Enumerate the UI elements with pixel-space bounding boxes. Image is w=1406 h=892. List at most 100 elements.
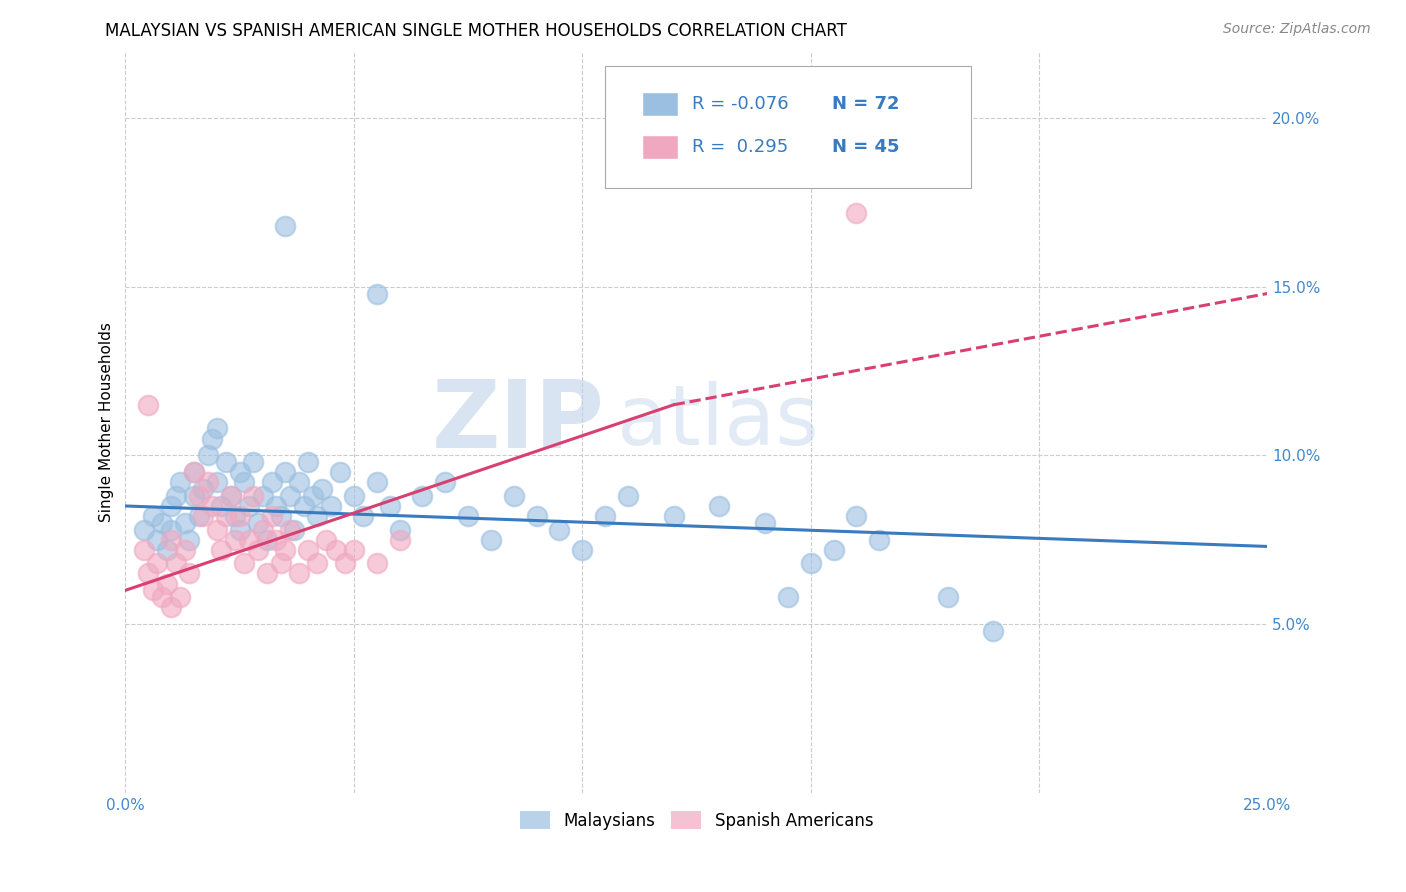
Point [288,475,311,490]
Point [136,566,159,581]
Point [209,542,232,557]
Point [343,489,366,503]
Point [292,499,315,513]
Point [219,489,242,503]
Point [173,516,195,530]
Point [169,590,191,604]
Point [366,475,388,490]
Point [283,523,305,537]
Point [160,523,183,537]
Point [201,499,224,513]
Point [479,533,502,547]
Point [388,523,411,537]
Point [205,475,228,490]
Point [160,499,183,513]
Point [205,523,228,537]
Point [297,455,319,469]
FancyBboxPatch shape [641,136,678,159]
Point [142,583,165,598]
Point [209,499,232,513]
Point [754,516,776,530]
Point [388,533,411,547]
Point [823,542,845,557]
Point [260,509,283,524]
Point [238,499,260,513]
Point [242,455,264,469]
Point [256,566,278,581]
Text: N = 45: N = 45 [832,138,900,156]
Point [319,499,342,513]
Point [219,489,242,503]
Point [434,475,457,490]
Point [593,509,616,524]
Point [260,475,283,490]
Point [179,533,201,547]
Point [868,533,890,547]
Point [366,557,388,571]
Point [155,542,177,557]
Point [228,465,250,479]
Point [936,590,959,604]
Point [311,482,333,496]
Point [845,509,868,524]
Point [215,509,238,524]
Point [288,566,311,581]
Point [179,566,201,581]
Point [754,145,776,159]
Legend: Malaysians, Spanish Americans: Malaysians, Spanish Americans [513,805,880,837]
Point [264,499,287,513]
Point [776,590,799,604]
Point [297,542,319,557]
Point [132,523,155,537]
Point [233,475,256,490]
Point [709,499,731,513]
Point [278,523,301,537]
Point [165,557,187,571]
Point [215,455,238,469]
Point [380,499,402,513]
Point [526,509,548,524]
Point [136,398,159,412]
Text: R = -0.076: R = -0.076 [692,95,789,113]
Point [307,509,329,524]
Point [315,533,337,547]
Point [187,509,209,524]
Point [352,509,374,524]
Point [548,523,571,537]
Point [252,489,274,503]
Point [165,489,187,503]
Point [228,523,250,537]
Point [278,489,301,503]
Point [307,557,329,571]
Point [183,489,205,503]
Point [191,509,214,524]
Point [201,432,224,446]
Y-axis label: Single Mother Households: Single Mother Households [100,322,114,522]
Point [191,482,214,496]
Point [983,624,1005,638]
Point [132,542,155,557]
Point [274,219,297,233]
Point [333,557,356,571]
Point [169,475,191,490]
Point [411,489,433,503]
Point [146,557,169,571]
Point [197,475,219,490]
Point [800,557,823,571]
Text: R =  0.295: R = 0.295 [692,138,789,156]
Point [270,509,292,524]
Point [160,600,183,615]
Text: MALAYSIAN VS SPANISH AMERICAN SINGLE MOTHER HOUSEHOLDS CORRELATION CHART: MALAYSIAN VS SPANISH AMERICAN SINGLE MOT… [105,22,848,40]
Point [228,509,250,524]
Point [197,449,219,463]
Point [173,542,195,557]
Point [238,533,260,547]
Point [205,421,228,435]
Point [183,465,205,479]
Point [325,542,347,557]
Text: ZIP: ZIP [432,376,605,467]
Point [246,516,269,530]
Point [457,509,479,524]
Point [617,489,640,503]
Point [366,286,388,301]
